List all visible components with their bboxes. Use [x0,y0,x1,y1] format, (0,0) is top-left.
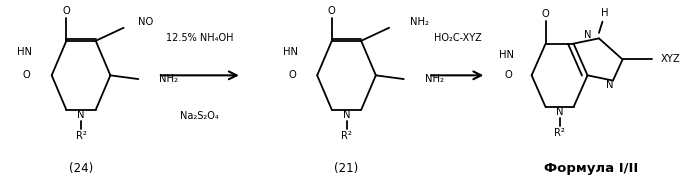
Text: N: N [556,107,564,117]
Text: R²: R² [341,131,352,141]
Text: H: H [601,8,608,18]
Text: NO: NO [138,17,153,27]
Text: O: O [542,9,550,19]
Text: Na₂S₂O₄: Na₂S₂O₄ [181,111,219,121]
Text: HN: HN [18,48,32,58]
Text: XYZ: XYZ [661,54,681,64]
Text: HO₂C-XYZ: HO₂C-XYZ [434,33,482,43]
Text: NH₂: NH₂ [425,74,444,84]
Text: O: O [23,70,31,80]
Text: O: O [504,70,512,80]
Text: HN: HN [499,50,514,60]
Text: NH₂: NH₂ [160,74,178,84]
Text: O: O [62,6,70,16]
Text: (21): (21) [335,162,358,175]
Text: N: N [77,110,85,120]
Text: O: O [328,6,336,16]
Text: (24): (24) [69,162,93,175]
Text: 12.5% NH₄OH: 12.5% NH₄OH [166,33,234,43]
Text: Формула I/II: Формула I/II [544,162,638,175]
Text: N: N [606,80,613,90]
Text: HN: HN [283,48,298,58]
Text: R²: R² [554,128,565,138]
Text: N: N [584,30,592,40]
Text: NH₂: NH₂ [410,17,429,27]
Text: R²: R² [76,131,87,141]
Text: N: N [343,110,350,120]
Text: O: O [288,70,296,80]
